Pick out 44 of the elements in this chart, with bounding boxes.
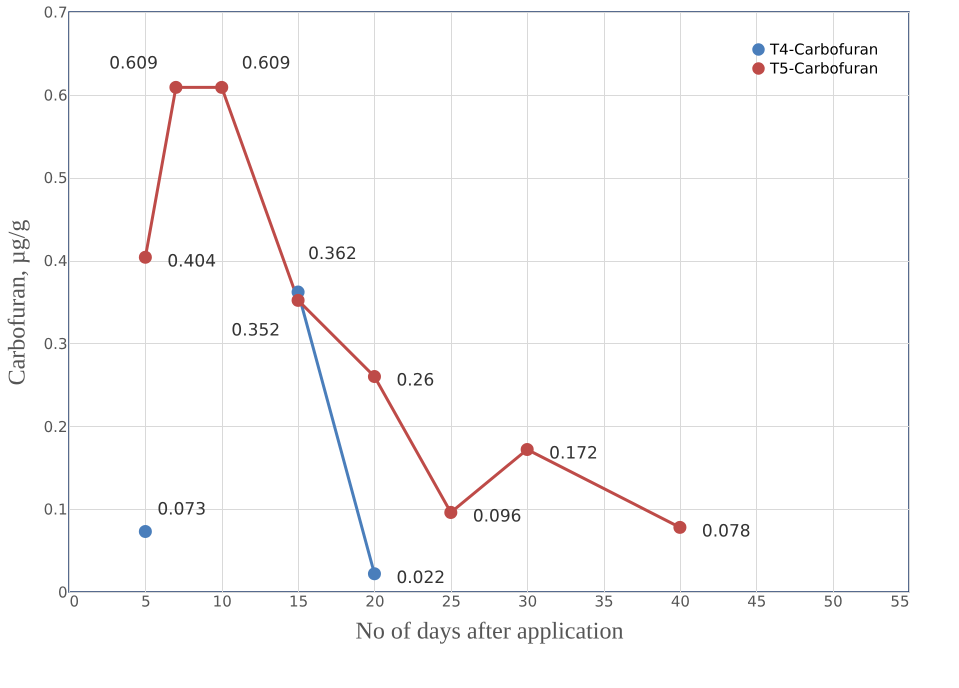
point bbox=[368, 567, 381, 580]
y-tick-label: 0.4 bbox=[44, 252, 68, 270]
legend-label: T5-Carbofuran bbox=[769, 60, 878, 78]
point bbox=[292, 294, 305, 307]
data-label: 0.172 bbox=[549, 443, 598, 464]
data-label: 0.362 bbox=[308, 244, 357, 264]
point bbox=[520, 442, 534, 456]
x-tick-label: 25 bbox=[442, 592, 461, 610]
point bbox=[444, 506, 458, 519]
x-axis-title: No of days after application bbox=[356, 618, 624, 644]
data-label: 0.078 bbox=[702, 521, 751, 542]
x-tick-label: 55 bbox=[890, 592, 910, 610]
x-tick-label: 20 bbox=[365, 592, 384, 610]
point bbox=[169, 80, 182, 94]
x-tick-label: 35 bbox=[594, 592, 614, 610]
x-tick-label: 10 bbox=[212, 592, 232, 610]
y-axis-title: Carbofuran, µg/g bbox=[4, 220, 31, 386]
data-label: 0.404 bbox=[167, 251, 216, 272]
x-tick-label: 5 bbox=[141, 592, 151, 610]
x-tick-label: 15 bbox=[289, 592, 308, 610]
y-tick-label: 0.6 bbox=[44, 86, 68, 104]
x-tick-label: 45 bbox=[747, 592, 766, 610]
data-label: 0.26 bbox=[396, 370, 434, 391]
data-label: 0.022 bbox=[396, 568, 446, 588]
y-tick-label: 0.7 bbox=[44, 4, 68, 22]
x-tick-label: 50 bbox=[824, 592, 843, 610]
y-tick-label: 0.2 bbox=[44, 418, 68, 436]
point bbox=[138, 525, 152, 538]
data-label: 0.609 bbox=[242, 53, 290, 74]
x-tick-label: 30 bbox=[518, 592, 538, 610]
legend-label: T4-Carbofuran bbox=[769, 40, 878, 58]
y-tick-label: 0.5 bbox=[44, 169, 68, 188]
point bbox=[368, 370, 381, 384]
data-label: 0.609 bbox=[109, 53, 158, 74]
point bbox=[215, 80, 228, 94]
data-label: 0.352 bbox=[231, 320, 280, 340]
point bbox=[138, 250, 152, 264]
data-label: 0.096 bbox=[472, 506, 522, 526]
y-tick-label: 0.1 bbox=[44, 500, 68, 519]
data-label: 0.073 bbox=[157, 500, 206, 520]
point bbox=[673, 520, 686, 534]
x-tick-label: 0 bbox=[70, 592, 80, 610]
x-tick-label: 40 bbox=[670, 592, 690, 610]
y-tick-label: 0.3 bbox=[44, 334, 68, 353]
